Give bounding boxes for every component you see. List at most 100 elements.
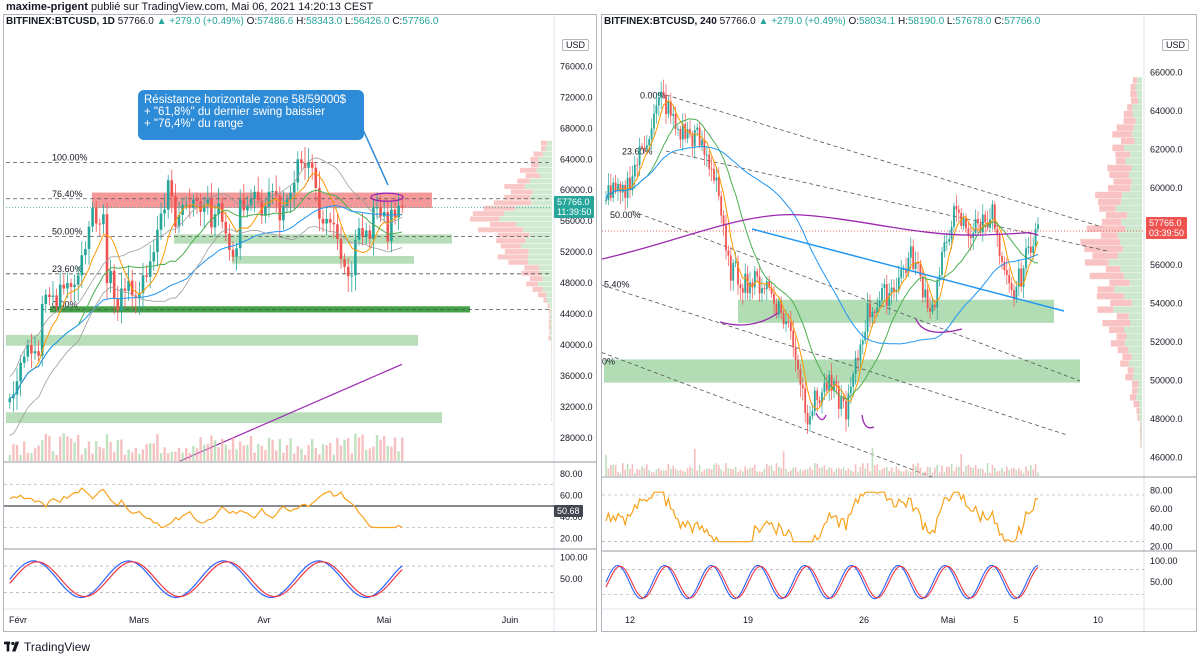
volume-bar [15,444,19,461]
volume-bar [383,435,386,461]
author-name[interactable]: maxime-prigent [6,1,88,13]
volume-profile-bar [529,276,543,282]
volume-bar [701,471,703,476]
volume-bar [967,464,970,476]
time-axis-label: 12 [625,615,635,625]
ma-medium-line [9,189,403,399]
volume-bar [30,453,33,461]
volume-bar [55,454,58,461]
volume-bar [756,471,758,476]
volume-profile-bar [1140,434,1142,441]
price-tick-label: 54000.0 [1150,299,1183,309]
candle-body [213,214,217,228]
tradingview-logo[interactable]: TradingView [4,640,90,654]
publication-bar: maxime-prigent publié sur TradingView.co… [0,0,1200,14]
h4-chart-panel[interactable]: 66000.064000.062000.060000.058000.056000… [601,14,1197,632]
volume-profile-bar [1131,353,1142,361]
candle-body [900,269,903,278]
volume-profile-bar [530,156,539,162]
candle-body [307,162,310,168]
candle-body [703,139,706,155]
candle-body [636,164,639,166]
price-tag: 57766.0 03:39:50 [1146,217,1188,239]
candle-body [741,288,744,293]
currency-button[interactable]: USD [562,39,590,51]
stoch-tick-label: 100.00 [1150,556,1178,566]
volume-profile-bar [1141,434,1142,441]
candle-body [645,145,648,149]
volume-profile-bar [548,335,551,341]
volume-bar [845,470,847,476]
volume-bar [864,468,866,476]
volume-bar [785,468,787,476]
volume-profile-bar [1124,340,1142,347]
volume-profile-bar [538,162,552,168]
fib-level-label: 23.60% [52,264,83,274]
volume-profile-bar [1125,373,1134,381]
volume-bar [857,471,859,476]
resistance-callout: Résistance horizontale zone 58/59000$ + … [138,90,364,140]
candle-body [684,123,687,139]
callout-line-2: + "61,8%" du dernier swing baissier [144,106,326,118]
volume-bar [257,444,260,461]
volume-profile-bar [1133,124,1142,131]
symbol-label[interactable]: BITFINEX:BTCUSD, 1D [6,16,115,27]
candle-body [926,289,929,309]
candle-body [801,384,804,389]
candle-body [116,298,120,311]
volume-profile-bar [1127,367,1134,374]
volume-bar [715,463,718,476]
volume-profile-bar [1084,259,1109,266]
candle-body [996,228,999,236]
candle-body [957,209,960,213]
candle-body [708,154,711,169]
candle-body [921,276,924,298]
candle-body [662,91,665,95]
symbol-label[interactable]: BITFINEX:BTCUSD, 240 [604,16,717,27]
candle-body [605,200,607,202]
daily-chart-panel[interactable]: 76000.0 72000.0 68000.0 64000.0 60000.0 56000… [3,14,597,632]
last-price: 57766.0 [117,16,154,27]
volume-bar [814,463,816,476]
volume-profile-bar [1122,245,1142,253]
candle-body [80,255,84,276]
candle-body [813,390,816,412]
volume-bar [605,454,607,476]
zone-support [174,234,452,244]
volume-profile-bar [527,254,552,260]
candle-body [770,287,773,294]
volume-bar [739,469,742,476]
candle-body [761,288,763,294]
volume-bar [926,466,929,476]
volume-bar [105,434,109,461]
time-axis-label: 19 [743,615,753,625]
price-tick-label: 72000.0 [560,92,593,102]
volume-profile-bar [1132,387,1138,394]
candle-body [1001,256,1003,262]
volume-profile-bar [550,335,552,341]
price-tick-label: 76000.0 [560,61,593,71]
candle-body [881,288,883,301]
volume-bar [706,468,708,476]
volume-bar [87,441,91,461]
volume-bar [859,467,862,476]
fib-level-label: 5.40% [604,279,630,289]
volume-bar [946,466,948,476]
volume-bar [607,468,610,476]
candle-body [758,276,761,294]
candle-body [657,97,660,106]
currency-button[interactable]: USD [1162,39,1190,51]
candle-body [830,375,833,391]
volume-bar [703,469,706,476]
volume-profile-bar [514,205,552,211]
h4-chart-canvas[interactable]: 66000.064000.062000.060000.058000.056000… [602,15,1197,632]
candle-body [256,191,260,201]
volume-profile-bar [1125,158,1142,165]
volume-profile-bar [1138,380,1142,388]
candle-body [364,230,368,237]
volume-profile-bar [524,265,539,271]
volume-profile-bar [530,194,552,200]
candle-body [44,294,48,304]
candle-body [775,303,778,315]
h4-chart-legend: BITFINEX:BTCUSD, 240 57766.0 ▲ +279.0 (+… [604,16,1040,27]
